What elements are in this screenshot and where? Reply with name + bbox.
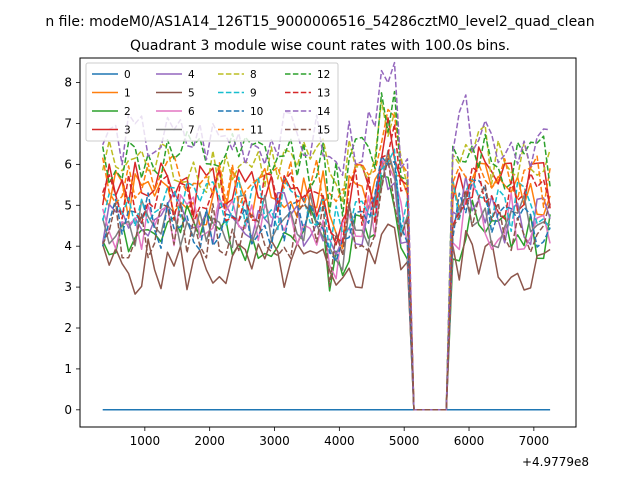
series-line-15 xyxy=(102,157,551,411)
series-line-8 xyxy=(101,99,551,411)
x-tick-label: 4000 xyxy=(324,434,355,448)
y-tick-label: 7 xyxy=(64,116,72,130)
series-line-14 xyxy=(102,61,551,411)
x-axis: 1000 2000 3000 4000 5000 6000 7000 xyxy=(130,427,550,448)
y-tick-label: 0 xyxy=(64,403,72,417)
x-tick-label: 7000 xyxy=(519,434,550,448)
series-line-12 xyxy=(101,90,551,411)
legend-label-12: 12 xyxy=(317,69,330,81)
legend-label-0: 0 xyxy=(124,69,131,81)
x-tick-label: 3000 xyxy=(259,434,290,448)
series-line-11 xyxy=(101,108,551,411)
x-offset-label: +4.9779e8 xyxy=(522,455,589,469)
y-tick-label: 3 xyxy=(64,280,72,294)
y-tick-label: 5 xyxy=(64,198,72,212)
legend-label-1: 1 xyxy=(124,88,131,100)
y-tick-label: 8 xyxy=(64,76,72,90)
legend-label-10: 10 xyxy=(250,106,263,118)
legend-label-9: 9 xyxy=(250,88,257,100)
legend-label-8: 8 xyxy=(250,69,257,81)
y-tick-label: 1 xyxy=(64,362,72,376)
plot-frame xyxy=(79,57,577,428)
x-tick-label: 1000 xyxy=(130,434,161,448)
x-tick-label: 6000 xyxy=(454,434,485,448)
x-tick-label: 2000 xyxy=(194,434,225,448)
y-tick-label: 6 xyxy=(64,157,72,171)
y-axis: 0 1 2 3 4 5 6 7 8 xyxy=(64,76,80,417)
chart-title: Quadrant 3 module wise count rates with … xyxy=(130,38,510,54)
legend-label-13: 13 xyxy=(317,88,330,100)
legend-label-14: 14 xyxy=(317,106,331,118)
y-tick-label: 4 xyxy=(64,239,72,253)
series-layer xyxy=(101,61,551,411)
x-tick-label: 5000 xyxy=(389,434,420,448)
legend-label-3: 3 xyxy=(124,125,131,137)
legend-label-11: 11 xyxy=(250,125,263,137)
figure-suptitle: n file: modeM0/AS1A14_126T15_9000006516_… xyxy=(45,14,594,30)
legend-label-5: 5 xyxy=(188,88,195,100)
legend-label-7: 7 xyxy=(188,125,195,137)
y-tick-label: 2 xyxy=(64,321,72,335)
legend-label-2: 2 xyxy=(124,106,131,118)
legend-box xyxy=(85,62,339,142)
legend-label-6: 6 xyxy=(188,106,195,118)
legend-label-4: 4 xyxy=(188,69,195,81)
legend-label-15: 15 xyxy=(317,125,330,137)
series-line-13 xyxy=(101,123,551,411)
series-line-5 xyxy=(101,223,551,411)
